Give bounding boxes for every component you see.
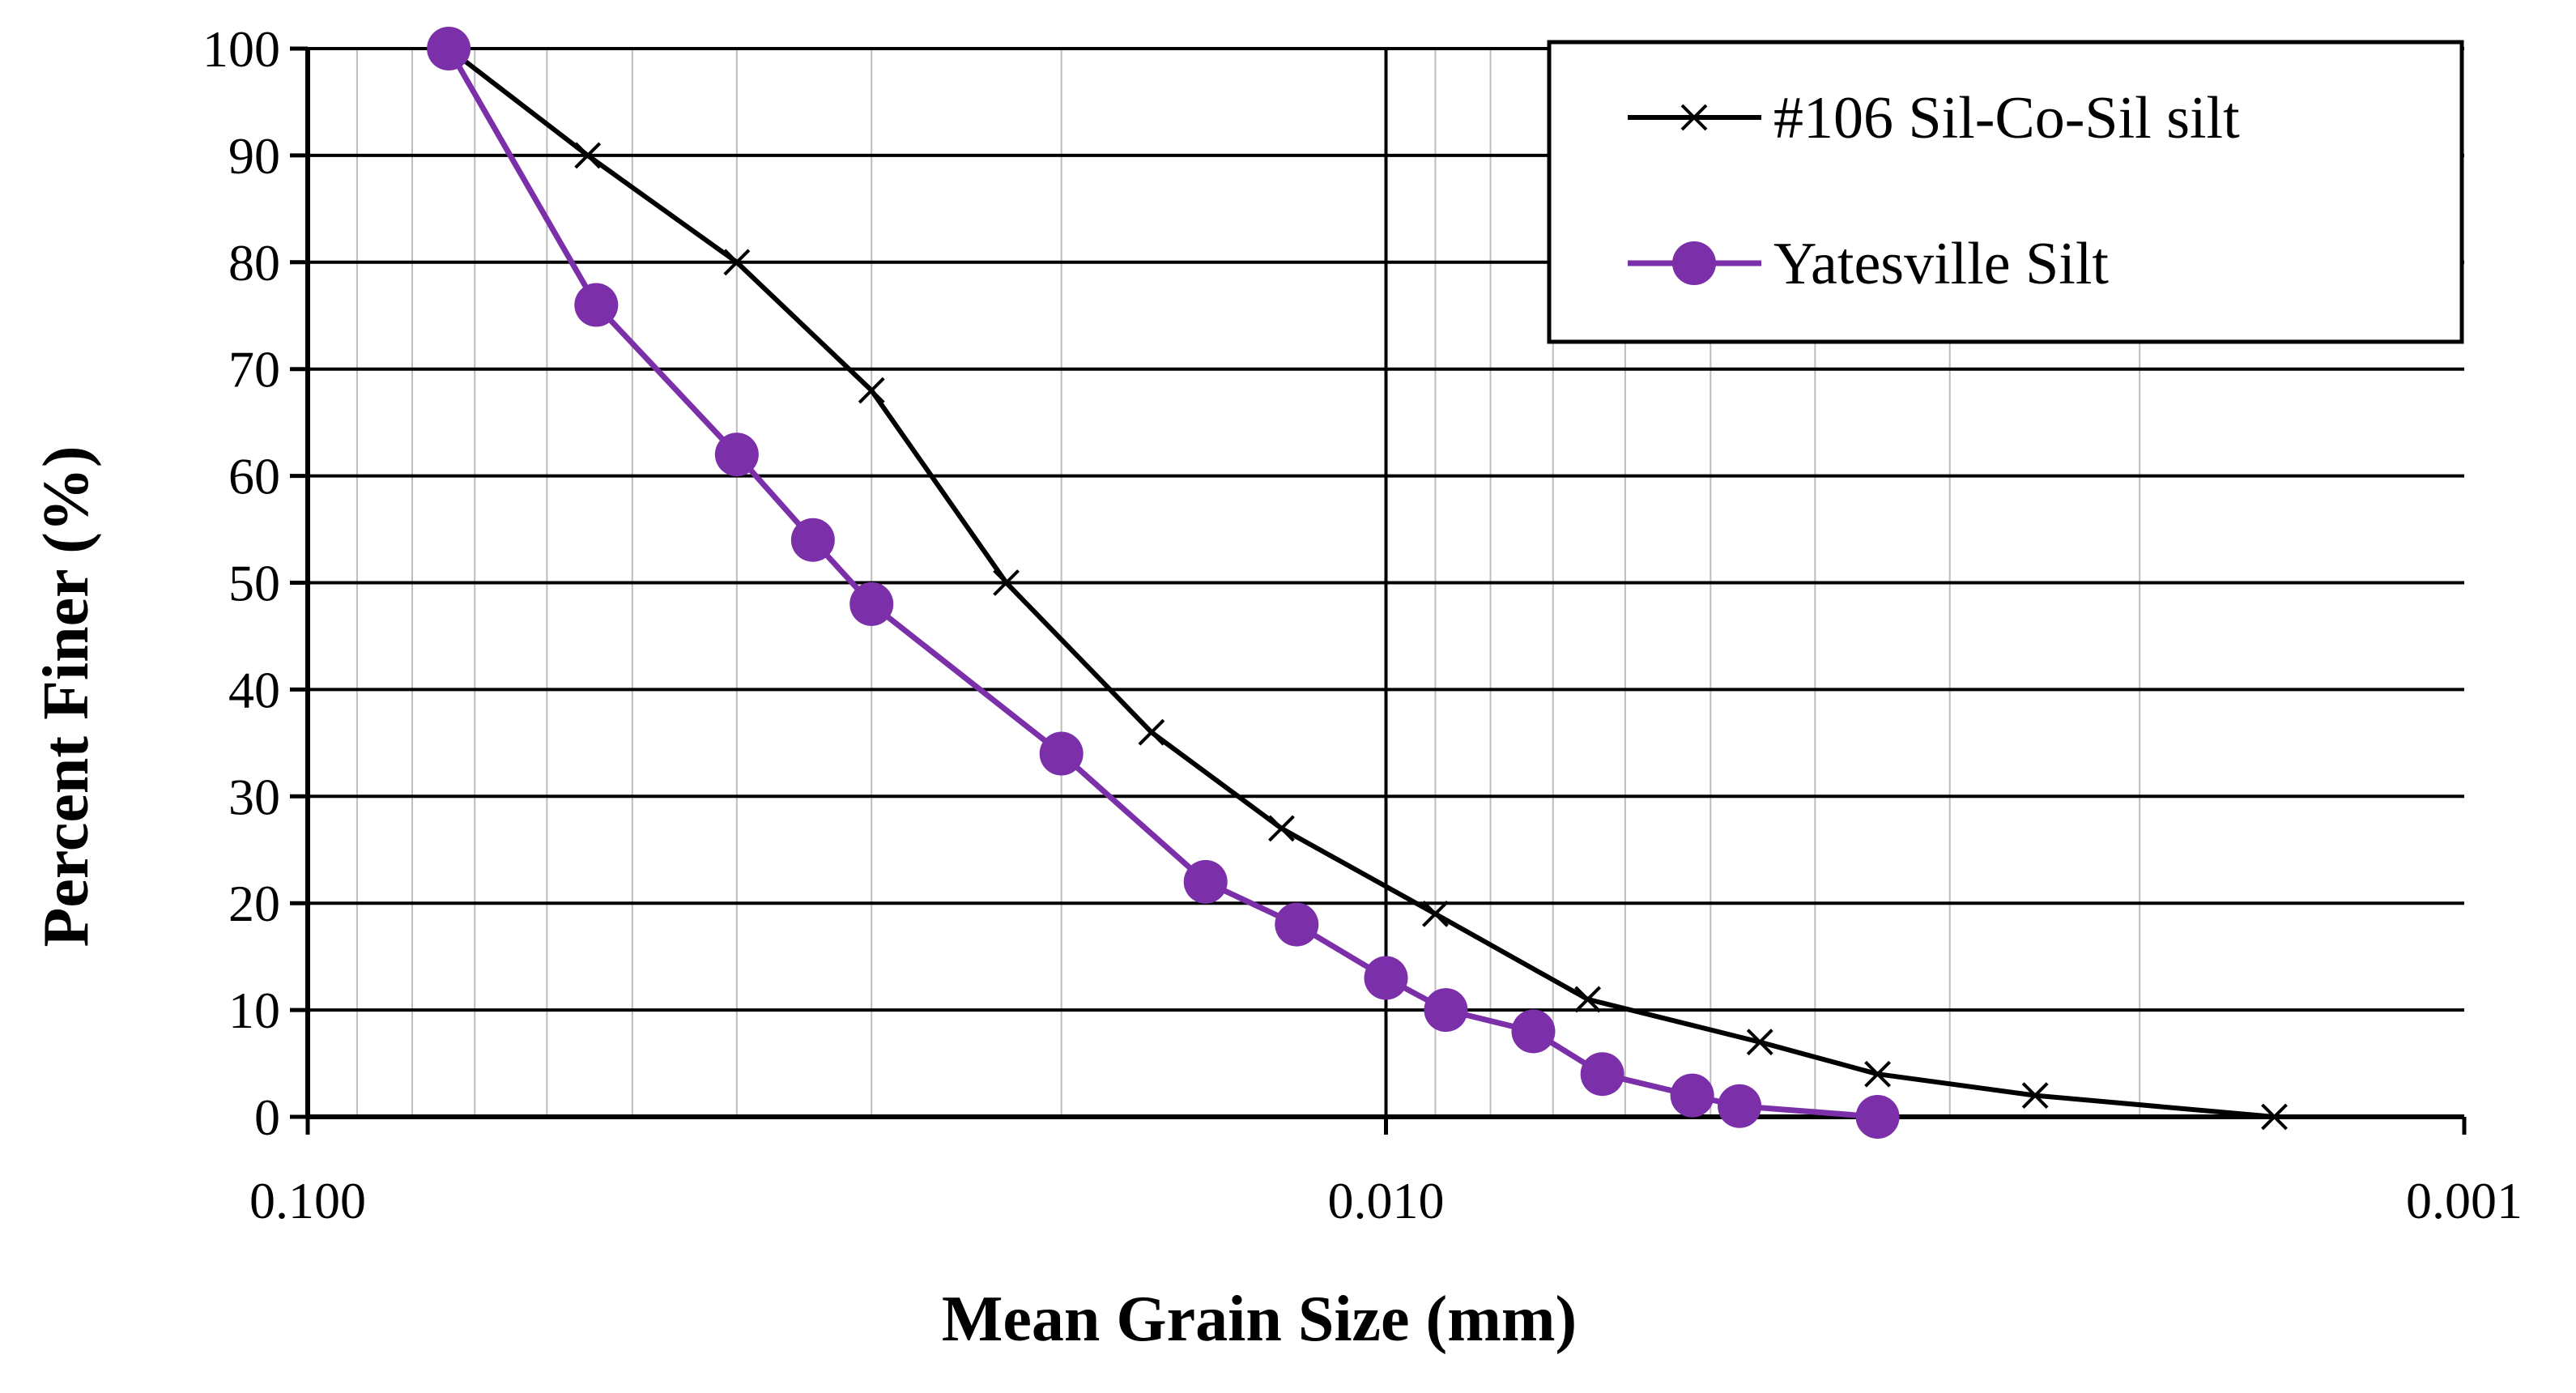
y-tick-label: 80: [228, 234, 280, 292]
y-tick-label: 40: [228, 661, 280, 718]
data-point-yatesville: [714, 432, 759, 477]
y-tick-label: 70: [228, 341, 280, 398]
data-point-yatesville: [1511, 1009, 1556, 1054]
x-tick-label: 0.010: [1328, 1172, 1445, 1229]
data-point-yatesville: [1855, 1095, 1900, 1139]
legend: #106 Sil-Co-Sil silt Yatesville Silt: [1547, 40, 2464, 344]
y-tick-label: 90: [228, 127, 280, 185]
data-point-silcosil: [1138, 718, 1165, 746]
data-point-yatesville: [1183, 859, 1228, 904]
data-point-silcosil: [1268, 815, 1295, 842]
data-point-yatesville: [1275, 902, 1319, 947]
y-tick-label: 100: [202, 20, 280, 78]
x-tick-label: 0.001: [2406, 1172, 2523, 1229]
legend-box: [1547, 40, 2464, 344]
y-tick-label: 30: [228, 768, 280, 825]
data-point-silcosil: [574, 142, 602, 169]
data-point-silcosil: [858, 377, 885, 404]
data-point-yatesville: [849, 581, 894, 626]
legend-label-yatesville: Yatesville Silt: [1773, 231, 2109, 297]
data-point-silcosil: [2261, 1103, 2288, 1131]
data-point-yatesville: [1670, 1073, 1714, 1118]
data-point-silcosil: [2021, 1082, 2049, 1110]
y-axis-title: Percent Finer (%): [31, 445, 102, 947]
data-point-silcosil: [1864, 1060, 1891, 1088]
data-point-silcosil: [723, 249, 751, 276]
x-tick-label: 0.100: [249, 1172, 366, 1229]
data-point-yatesville: [1039, 731, 1084, 776]
data-point-yatesville: [427, 27, 471, 70]
y-tick-label: 10: [228, 982, 280, 1039]
y-tick-label: 50: [228, 555, 280, 612]
data-point-silcosil: [993, 569, 1020, 596]
legend-label-silcosil: #106 Sil-Co-Sil silt: [1773, 85, 2240, 151]
legend-marker-silcosil: [1680, 104, 1708, 131]
data-point-yatesville: [574, 283, 619, 327]
y-tick-label: 0: [254, 1088, 280, 1146]
y-tick-label: 20: [228, 875, 280, 932]
data-point-yatesville: [1580, 1052, 1624, 1097]
legend-marker-yatesville: [1672, 241, 1716, 285]
data-point-silcosil: [1422, 900, 1449, 927]
data-point-silcosil: [1574, 986, 1602, 1013]
series-layer: [427, 27, 2288, 1139]
data-point-silcosil: [1746, 1029, 1773, 1056]
data-point-yatesville: [1424, 988, 1468, 1033]
data-point-yatesville: [1364, 956, 1408, 1000]
y-tick-label: 60: [228, 448, 280, 505]
axes: [290, 46, 2467, 1135]
data-point-yatesville: [790, 518, 835, 562]
data-point-yatesville: [1718, 1084, 1762, 1128]
tick-labels: 0.100 0.010 0.001 0 10 20 30 40 50 60 70 80 90 100: [202, 20, 2523, 1229]
x-axis-title: Mean Grain Size (mm): [942, 1284, 1577, 1355]
